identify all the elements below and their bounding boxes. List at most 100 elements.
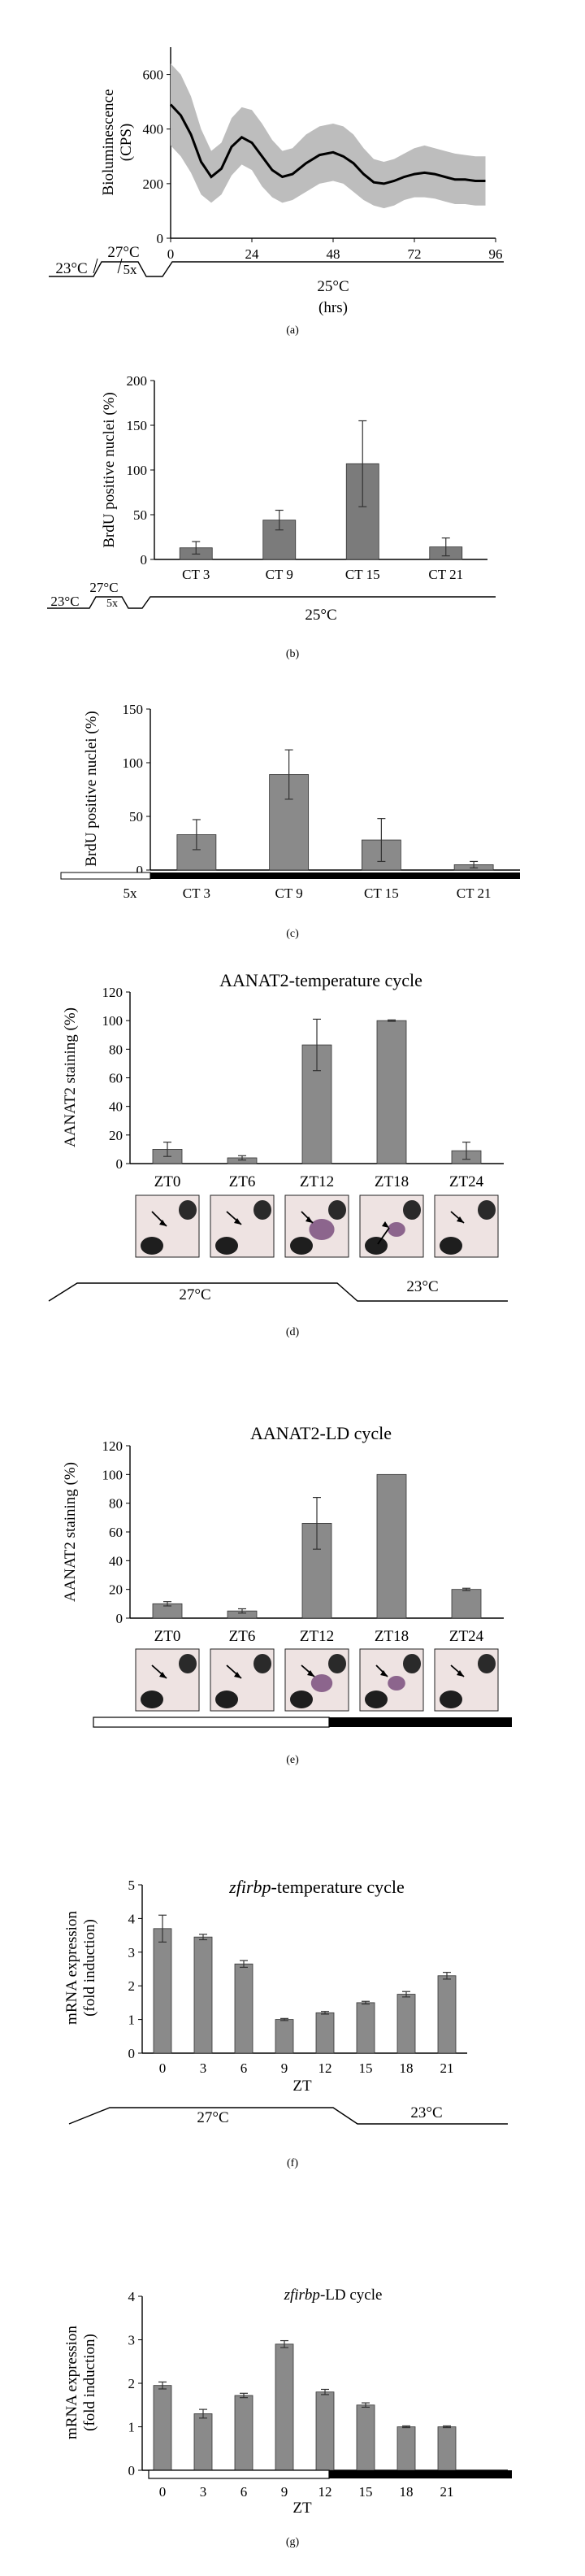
g-x-tick-label: 21 [440, 2484, 454, 2500]
b-schedule-high: 27°C [89, 580, 118, 595]
f-bar-4 [275, 2019, 294, 2054]
e-bar-3 [301, 1523, 332, 1619]
g-y-tick-label: 4 [128, 2289, 136, 2304]
g-dark-period [329, 2470, 512, 2478]
g-bar-2 [193, 2413, 213, 2471]
d-pigment-spot [365, 1237, 388, 1255]
d-pigment-spot [141, 1237, 163, 1255]
a-x-tick-label: 0 [167, 246, 175, 262]
g-y-label-line: mRNA expression [63, 2326, 80, 2439]
f-x-tick-label: 12 [318, 2060, 332, 2076]
a-x-tick-label: 96 [489, 246, 503, 262]
e-pigment-spot [215, 1690, 238, 1708]
g-x-tick-label: 12 [318, 2484, 332, 2500]
g-light-period [148, 2469, 330, 2479]
a-y-tick-label: 400 [143, 122, 164, 137]
d-caption: (d) [286, 1326, 300, 1338]
e-arrow-head [380, 1670, 388, 1677]
f-y-tick-label: 5 [128, 1878, 136, 1893]
d-stained-gland [388, 1222, 405, 1237]
d-arrow-head [159, 1220, 167, 1226]
a-mean-line [169, 103, 486, 185]
panel-b: 0 50 100 150 200 CT 3 CT 9 CT 15 CT 21 BrdU posit… [47, 373, 496, 660]
d-schedule-high: 27°C [179, 1286, 210, 1303]
c-y-tick-label: 0 [136, 863, 144, 878]
g-x-tick-label: 0 [159, 2484, 167, 2500]
a-schedule-cycles: 5x [124, 262, 138, 277]
a-y-label-line: Bioluminescence [100, 89, 117, 196]
g-x-tick-label: 15 [359, 2484, 373, 2500]
g-x-tick-label: 18 [400, 2484, 414, 2500]
d-pigment-spot [403, 1200, 421, 1220]
e-y-tick-label: 60 [109, 1525, 123, 1540]
g-y-tick-label: 3 [128, 2333, 136, 2348]
a-x-tick-label: 72 [408, 246, 422, 262]
e-bar-4 [376, 1473, 407, 1619]
d-x-tick-label: ZT12 [300, 1173, 334, 1190]
d-x-tick-label: ZT6 [229, 1173, 256, 1190]
d-y-tick-label: 0 [116, 1156, 124, 1172]
d-x-tick-label: ZT0 [154, 1173, 181, 1190]
d-title: AANAT2-temperature cycle [219, 970, 422, 990]
f-y-label: mRNA expression(fold induction) [63, 1911, 98, 2025]
d-x-tick-label: ZT18 [375, 1173, 409, 1190]
f-x-tick-label: 9 [281, 2060, 288, 2076]
panel-a: 0 200 400 600 0 24 48 72 96 Bioluminescence(CPS) 2… [49, 47, 504, 337]
e-arrow-head [307, 1670, 314, 1677]
c-caption: (c) [286, 928, 299, 940]
g-title-rest: -LD cycle [320, 2287, 382, 2304]
b-y-tick-label: 200 [127, 373, 148, 389]
a-schedule-low: 23°C [55, 260, 87, 277]
e-pigment-spot [141, 1690, 163, 1708]
f-bar-5 [315, 2012, 335, 2054]
a-x-label: (hrs) [318, 299, 348, 316]
b-x-tick-label: CT 9 [266, 567, 293, 582]
f-schedule-low: 23°C [410, 2104, 442, 2121]
e-pigment-spot [478, 1654, 496, 1673]
d-pigment-spot [179, 1200, 197, 1220]
d-temperature-schedule [48, 1282, 508, 1302]
d-y-tick-label: 40 [109, 1099, 123, 1115]
a-y-label-line: (CPS) [118, 124, 135, 161]
f-y-tick-label: 0 [128, 2046, 136, 2061]
c-x-tick-label: CT 9 [275, 886, 303, 901]
f-bar-2 [193, 1936, 213, 2054]
c-x-tick-label: CT 15 [364, 886, 399, 901]
c-x-tick-label: CT 3 [183, 886, 210, 901]
b-x-tick-label: CT 3 [182, 567, 210, 582]
c-light-period [60, 872, 151, 880]
g-bar-5 [315, 2391, 335, 2471]
g-bar-4 [275, 2343, 294, 2471]
f-y-tick-label: 2 [128, 1978, 136, 1994]
f-x-tick-label: 21 [440, 2060, 454, 2076]
e-arrow-head [159, 1672, 167, 1678]
e-pigment-spot [328, 1654, 346, 1673]
b-schedule-low: 23°C [50, 594, 79, 609]
f-schedule-high: 27°C [197, 2109, 228, 2126]
g-y-tick-label: 0 [128, 2463, 136, 2478]
b-y-tick-label: 100 [127, 463, 148, 478]
e-y-label: AANAT2 staining (%) [62, 1462, 79, 1602]
e-pigment-spot [179, 1654, 197, 1673]
g-bar-6 [356, 2404, 375, 2471]
g-y-tick-label: 2 [128, 2376, 136, 2391]
b-y-label: BrdU positive nuclei (%) [101, 392, 118, 548]
a-caption: (a) [286, 324, 299, 337]
d-schedule-low: 23°C [406, 1278, 438, 1295]
f-y-label-line: mRNA expression [63, 1911, 80, 2025]
f-y-tick-label: 3 [128, 1945, 136, 1960]
b-y-tick-label: 0 [141, 552, 148, 568]
d-pointer-arrow [377, 1227, 390, 1245]
d-pigment-spot [478, 1200, 496, 1220]
g-x-tick-label: 9 [281, 2484, 288, 2500]
b-temperature-schedule [47, 596, 496, 609]
b-schedule-cycles: 5x [106, 598, 118, 610]
d-pigment-spot [254, 1200, 271, 1220]
g-bar-7 [396, 2426, 416, 2471]
a-schedule-break [93, 258, 98, 274]
f-title-gene: zfirbp [228, 1877, 271, 1897]
d-bar-4 [376, 1020, 407, 1164]
d-arrow-head [234, 1218, 241, 1225]
c-y-tick-label: 50 [129, 809, 143, 825]
g-title: zfirbp-LD cycle [284, 2287, 383, 2304]
